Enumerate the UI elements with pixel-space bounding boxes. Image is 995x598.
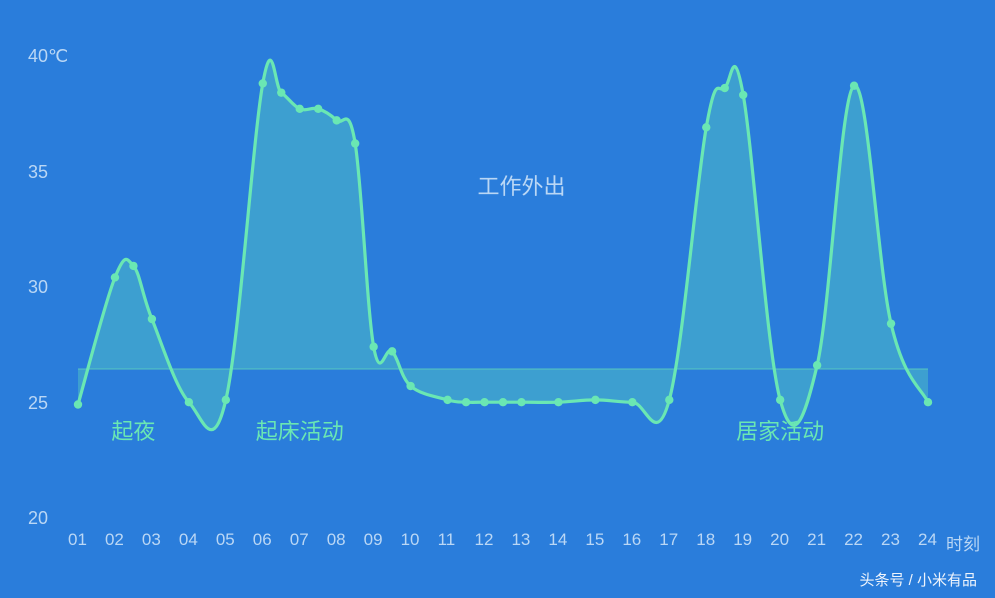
- xtick-label: 23: [881, 530, 900, 550]
- data-marker: [369, 343, 377, 351]
- chart-svg: [0, 0, 995, 598]
- xtick-label: 17: [659, 530, 678, 550]
- xtick-label: 24: [918, 530, 937, 550]
- xtick-label: 06: [253, 530, 272, 550]
- xtick-label: 13: [511, 530, 530, 550]
- xtick-label: 14: [548, 530, 567, 550]
- region-label: 工作外出: [477, 169, 565, 201]
- data-marker: [924, 398, 932, 406]
- data-marker: [277, 88, 285, 96]
- data-marker: [721, 84, 729, 92]
- data-marker: [443, 396, 451, 404]
- ytick-label: 30: [28, 277, 48, 298]
- data-marker: [776, 396, 784, 404]
- data-marker: [739, 91, 747, 99]
- xtick-label: 22: [844, 530, 863, 550]
- data-marker: [850, 82, 858, 90]
- ytick-label: 40℃: [28, 46, 68, 67]
- ytick-label: 35: [28, 162, 48, 183]
- xtick-label: 09: [364, 530, 383, 550]
- data-marker: [351, 139, 359, 147]
- data-marker: [314, 105, 322, 113]
- xtick-label: 19: [733, 530, 752, 550]
- xtick-label: 03: [142, 530, 161, 550]
- ytick-label: 25: [28, 393, 48, 414]
- xtick-label: 08: [327, 530, 346, 550]
- xtick-label: 12: [475, 530, 494, 550]
- x-axis-title: 时刻: [946, 530, 980, 555]
- xtick-label: 15: [585, 530, 604, 550]
- data-marker: [702, 123, 710, 131]
- xtick-label: 16: [622, 530, 641, 550]
- data-marker: [185, 398, 193, 406]
- xtick-label: 02: [105, 530, 124, 550]
- data-marker: [665, 396, 673, 404]
- xtick-label: 11: [438, 530, 456, 550]
- data-marker: [499, 398, 507, 406]
- data-marker: [111, 273, 119, 281]
- region-label: 起床活动: [256, 414, 344, 446]
- data-marker: [813, 361, 821, 369]
- data-marker: [628, 398, 636, 406]
- xtick-label: 01: [68, 530, 87, 550]
- data-marker: [332, 116, 340, 124]
- data-marker: [591, 396, 599, 404]
- data-marker: [296, 105, 304, 113]
- temperature-day-chart: 20 25 30 35 40℃ 01 02 03 04 05 06 07 08 09 10 11 12 13 14 1…: [0, 0, 995, 598]
- data-marker: [554, 398, 562, 406]
- data-marker: [129, 262, 137, 270]
- xtick-label: 18: [696, 530, 715, 550]
- watermark: 头条号 / 小米有品: [859, 569, 977, 590]
- data-marker: [148, 315, 156, 323]
- xtick-label: 21: [807, 530, 826, 550]
- region-label: 居家活动: [736, 414, 824, 446]
- data-marker: [480, 398, 488, 406]
- data-marker: [259, 79, 267, 87]
- data-marker: [74, 400, 82, 408]
- xtick-label: 05: [216, 530, 235, 550]
- data-marker: [222, 396, 230, 404]
- region-label: 起夜: [111, 414, 155, 446]
- xtick-label: 04: [179, 530, 198, 550]
- xtick-label: 10: [401, 530, 420, 550]
- ytick-label: 20: [28, 508, 48, 529]
- data-marker: [388, 347, 396, 355]
- xtick-label: 07: [290, 530, 309, 550]
- xtick-label: 20: [770, 530, 789, 550]
- data-marker: [462, 398, 470, 406]
- data-marker: [887, 319, 895, 327]
- data-marker: [406, 382, 414, 390]
- data-marker: [517, 398, 525, 406]
